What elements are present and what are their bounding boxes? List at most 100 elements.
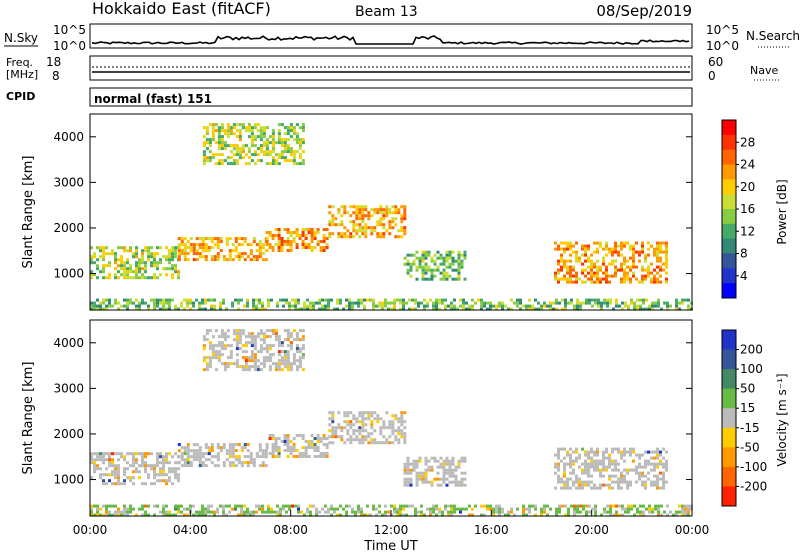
echo-cell	[168, 255, 171, 259]
echo-cell	[255, 504, 258, 508]
echo-cell	[168, 258, 171, 262]
echo-cell	[261, 304, 264, 308]
y-tick-label: 2000	[53, 221, 84, 235]
echo-cell	[426, 301, 429, 305]
echo-cell	[591, 304, 594, 308]
echo-cell	[198, 513, 201, 517]
echo-cell	[390, 307, 393, 311]
echo-cell	[566, 483, 569, 487]
echo-cell	[246, 507, 249, 511]
echo-cell	[373, 229, 377, 233]
echo-cell	[349, 438, 353, 442]
echo-cell	[614, 459, 617, 463]
echo-cell	[250, 341, 254, 345]
echo-cell	[156, 301, 159, 305]
echo-cell	[235, 159, 239, 163]
echo-cell	[345, 298, 348, 302]
echo-cell	[647, 274, 650, 278]
echo-cell	[427, 459, 431, 463]
echo-cell	[358, 205, 362, 209]
echo-cell	[632, 459, 635, 463]
echo-cell	[635, 453, 638, 457]
echo-cell	[456, 307, 459, 311]
echo-cell	[596, 447, 599, 451]
echo-cell	[662, 250, 665, 254]
echo-cell	[201, 307, 204, 311]
echo-cell	[168, 252, 171, 256]
echo-cell	[608, 465, 611, 469]
echo-cell	[647, 253, 650, 257]
echo-cell	[424, 474, 428, 478]
echo-cell	[602, 468, 605, 472]
echo-cell	[253, 365, 257, 369]
echo-cell	[358, 223, 362, 227]
echo-cell	[409, 471, 413, 475]
echo-cell	[636, 507, 639, 511]
echo-cell	[202, 368, 206, 372]
echo-cell	[120, 261, 123, 265]
echo-cell	[651, 304, 654, 308]
echo-cell	[165, 482, 168, 486]
echo-cell	[147, 452, 150, 456]
echo-cell	[457, 465, 461, 469]
echo-cell	[324, 504, 327, 508]
echo-cell	[358, 229, 362, 233]
echo-cell	[409, 262, 413, 266]
echo-cell	[280, 123, 284, 127]
echo-cell	[636, 307, 639, 311]
echo-cell	[360, 298, 363, 302]
echo-cell	[283, 150, 287, 154]
echo-cell	[457, 459, 461, 463]
echo-cell	[297, 307, 300, 311]
echo-cell	[222, 464, 226, 468]
echo-cell	[147, 504, 150, 508]
echo-cell	[328, 232, 332, 236]
echo-cell	[638, 453, 641, 457]
echo-cell	[108, 276, 111, 280]
echo-cell	[578, 465, 581, 469]
echo-cell	[463, 471, 467, 475]
echo-cell	[602, 450, 605, 454]
echo-cell	[274, 141, 278, 145]
echo-cell	[650, 456, 653, 460]
echo-cell	[225, 452, 229, 456]
echo-cell	[569, 462, 572, 466]
echo-cell	[226, 344, 230, 348]
echo-cell	[186, 452, 190, 456]
echo-cell	[135, 273, 138, 277]
echo-cell	[603, 301, 606, 305]
echo-cell	[615, 301, 618, 305]
echo-cell	[228, 455, 232, 459]
echo-cell	[301, 150, 305, 154]
echo-cell	[376, 420, 380, 424]
echo-cell	[602, 483, 605, 487]
echo-cell	[222, 461, 226, 465]
echo-cell	[223, 347, 227, 351]
echo-cell	[334, 426, 338, 430]
echo-cell	[301, 240, 305, 243]
echo-cell	[232, 159, 236, 163]
echo-cell	[277, 132, 281, 136]
echo-cell	[492, 507, 495, 511]
echo-cell	[234, 246, 238, 250]
echo-cell	[277, 123, 281, 127]
echo-cell	[174, 467, 177, 471]
echo-cell	[442, 274, 446, 278]
echo-cell	[590, 259, 593, 263]
echo-cell	[126, 467, 129, 471]
echo-cell	[372, 298, 375, 302]
echo-cell	[587, 259, 590, 263]
echo-cell	[117, 258, 120, 262]
echo-cell	[406, 480, 410, 484]
echo-cell	[495, 304, 498, 308]
echo-cell	[647, 265, 650, 269]
echo-cell	[495, 307, 498, 311]
echo-cell	[439, 253, 443, 257]
echo-cell	[232, 153, 236, 157]
echo-cell	[351, 304, 354, 308]
echo-cell	[663, 301, 666, 305]
echo-cell	[644, 483, 647, 487]
y-tick-label: 4000	[53, 130, 84, 144]
echo-cell	[662, 474, 665, 478]
echo-cell	[569, 265, 572, 269]
